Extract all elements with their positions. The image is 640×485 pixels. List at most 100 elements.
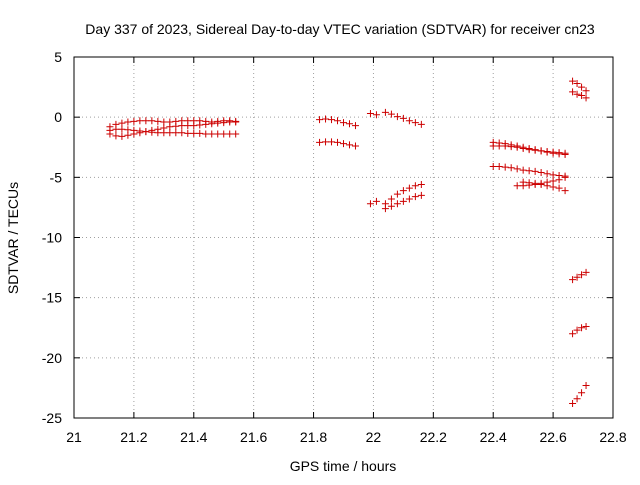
data-point-s16	[573, 273, 581, 281]
data-point-s11	[501, 163, 509, 171]
data-point-s17	[569, 330, 577, 338]
data-point-s6	[372, 111, 380, 119]
data-point-s7	[387, 195, 395, 203]
data-point-s7	[372, 197, 380, 205]
data-point-s1	[118, 119, 126, 127]
data-point-s10	[489, 142, 497, 150]
data-point-s8	[387, 202, 395, 210]
x-tick-label: 22.6	[539, 429, 566, 445]
data-point-s17	[582, 323, 590, 331]
x-tick-label: 22	[366, 429, 382, 445]
data-point-s6	[411, 119, 419, 127]
x-tick-label: 22.2	[420, 429, 447, 445]
data-point-s3	[148, 128, 156, 136]
data-point-s2	[172, 122, 180, 130]
data-point-s3	[184, 129, 192, 137]
data-point-s18	[573, 395, 581, 403]
data-point-s18	[582, 382, 590, 390]
data-point-s11	[513, 165, 521, 173]
data-points	[106, 77, 590, 408]
data-point-s3	[124, 126, 132, 134]
data-point-s3	[214, 130, 222, 138]
data-point-s5	[322, 138, 330, 146]
data-point-s18	[569, 400, 577, 408]
data-point-s2	[196, 121, 204, 129]
data-point-s1	[148, 117, 156, 125]
data-point-s8	[393, 200, 401, 208]
data-point-s3	[196, 129, 204, 137]
data-point-s3	[160, 129, 168, 137]
data-point-s10	[531, 146, 539, 154]
data-point-s12	[549, 177, 557, 185]
data-point-s12	[561, 173, 569, 181]
data-point-s2	[214, 119, 222, 127]
data-point-s16	[569, 276, 577, 284]
data-point-s11	[537, 169, 545, 177]
data-point-s3	[178, 129, 186, 137]
data-point-s12	[555, 176, 563, 184]
plot-frame	[73, 56, 614, 419]
data-point-s2	[220, 119, 228, 127]
data-point-s1	[160, 118, 168, 126]
data-point-s2	[118, 132, 126, 140]
data-point-s5	[345, 141, 353, 149]
y-tick-label: 0	[54, 109, 62, 125]
data-point-s7	[411, 182, 419, 190]
data-point-s14	[569, 77, 577, 85]
data-point-s2	[166, 123, 174, 131]
data-point-s6	[399, 114, 407, 122]
data-point-s11	[489, 163, 497, 171]
x-axis-label: GPS time / hours	[290, 458, 397, 474]
data-point-s6	[381, 108, 389, 116]
data-point-s8	[381, 205, 389, 213]
data-point-s6	[393, 113, 401, 121]
data-point-s13	[519, 178, 527, 186]
y-tick-label: -25	[42, 410, 62, 426]
data-point-s6	[366, 110, 374, 118]
data-point-s13	[531, 179, 539, 187]
y-tick-label: -5	[50, 169, 63, 185]
data-point-s4	[328, 116, 336, 124]
data-point-s5	[328, 138, 336, 146]
y-tick-label: -20	[42, 350, 62, 366]
chart-title: Day 337 of 2023, Sidereal Day-to-day VTE…	[85, 21, 595, 37]
x-tick-label: 21.6	[240, 429, 267, 445]
data-point-s11	[543, 170, 551, 178]
data-point-s13	[549, 183, 557, 191]
y-axis-label: SDTVAR / TECUs	[5, 182, 21, 294]
data-point-s7	[393, 190, 401, 198]
data-point-s7	[399, 187, 407, 195]
data-point-s10	[555, 150, 563, 158]
data-point-s10	[519, 144, 527, 152]
data-point-s2	[226, 118, 234, 126]
data-point-s10	[537, 147, 545, 155]
data-point-s5	[316, 138, 324, 146]
data-point-s7	[417, 181, 425, 189]
data-point-s8	[405, 195, 413, 203]
data-point-s6	[387, 110, 395, 118]
data-point-s14	[582, 87, 590, 95]
data-point-s4	[316, 116, 324, 124]
y-tick-label: 5	[54, 49, 62, 65]
data-point-s3	[202, 130, 210, 138]
data-point-s3	[166, 129, 174, 137]
data-point-s4	[322, 115, 330, 123]
data-point-s2	[112, 132, 120, 140]
data-point-s6	[405, 117, 413, 125]
data-point-s17	[573, 326, 581, 334]
data-point-s11	[519, 166, 527, 174]
data-point-s11	[495, 163, 503, 171]
data-point-s3	[232, 130, 240, 138]
data-point-s8	[417, 191, 425, 199]
data-point-s16	[578, 271, 586, 279]
data-point-s15	[573, 90, 581, 98]
data-point-s11	[531, 167, 539, 175]
data-point-s2	[190, 122, 198, 130]
data-point-s1	[124, 118, 132, 126]
data-point-s3	[142, 128, 150, 136]
data-point-s16	[582, 268, 590, 276]
data-point-s3	[172, 129, 180, 137]
data-point-s4	[345, 120, 353, 128]
